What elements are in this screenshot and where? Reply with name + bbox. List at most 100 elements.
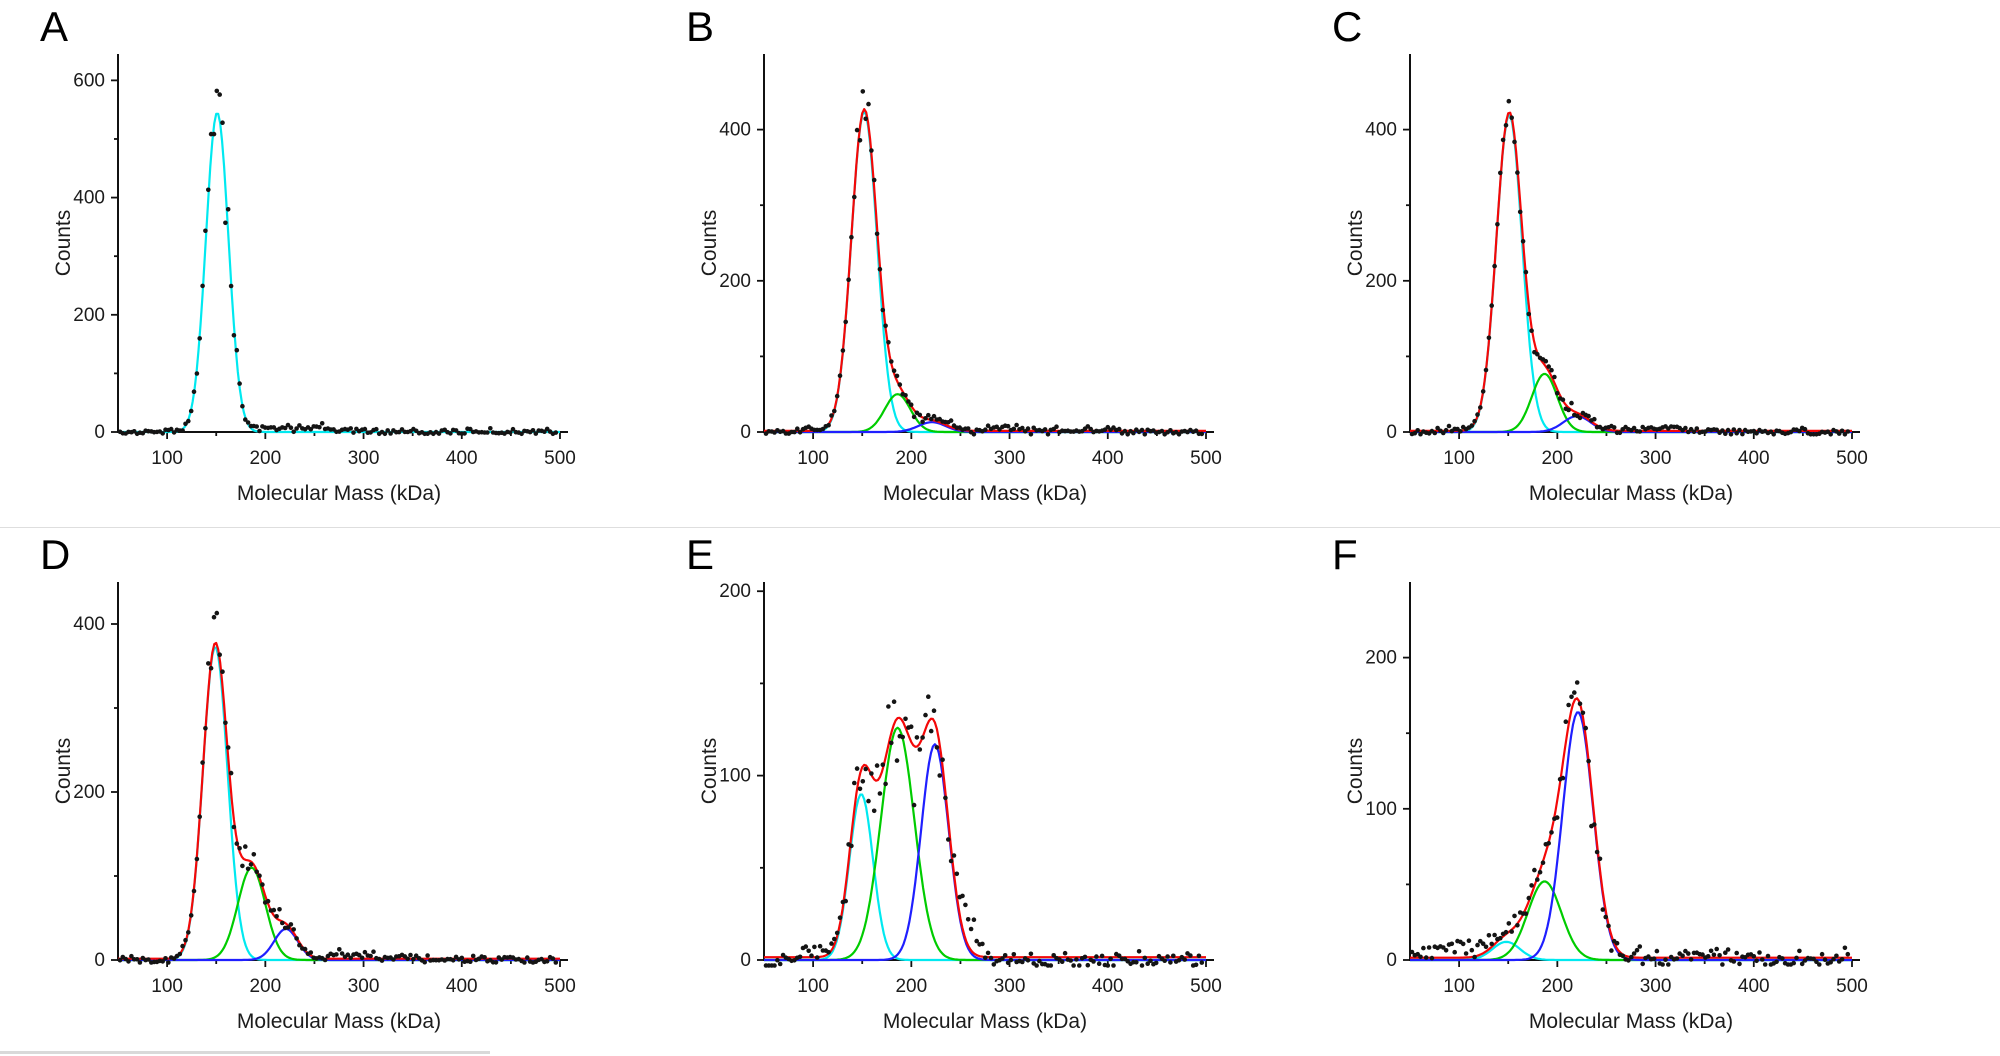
data-point [1666,962,1671,967]
data-point [180,943,185,949]
data-point [277,907,282,912]
data-point [1569,694,1574,700]
x-tick-label: 400 [1092,448,1124,469]
data-point [450,958,456,963]
data-point [860,779,866,784]
data-point [217,92,222,97]
data-point [308,950,314,955]
data-point [937,773,942,778]
data-point [1714,427,1719,433]
data-point [519,431,524,437]
y-axis-title: Counts [1344,738,1367,805]
data-point [1592,822,1597,827]
data-point [1711,952,1717,958]
data-point [1620,953,1625,959]
data-point [285,925,291,930]
data-point [1492,932,1497,938]
data-point [983,955,988,961]
data-point [240,863,245,869]
data-point [208,665,214,671]
data-point [1475,942,1480,948]
data-point [1506,98,1512,104]
data-point [954,871,960,877]
data-point [1834,953,1839,959]
fit-curve-species-3-fit [1410,711,1852,962]
row-divider-line [0,527,2000,528]
data-point [362,426,368,432]
y-tick-label: 0 [94,422,105,443]
data-point [1814,959,1819,965]
data-point [1500,137,1506,143]
data-point [1153,960,1159,966]
data-point [826,422,831,428]
data-point [834,930,840,936]
y-tick-label: 0 [740,422,751,443]
data-point [1554,815,1560,820]
data-point [1614,940,1620,946]
data-point [1142,432,1148,437]
data-point [1757,950,1762,955]
data-point [1068,958,1073,963]
data-point [857,138,863,143]
data-point [1760,957,1765,962]
x-tick-label: 400 [446,448,478,469]
data-point [265,898,271,904]
data-point [1535,351,1540,357]
data-point [1791,960,1796,966]
data-point [1700,952,1705,957]
y-tick-label: 600 [73,70,105,91]
data-point [1586,413,1591,419]
data-point [1193,428,1199,434]
data-point [1626,958,1631,963]
data-point [1517,209,1523,215]
data-point [468,959,473,964]
data-point [291,927,297,932]
data-point [1136,949,1142,954]
data-point [257,428,262,434]
data-point [257,873,262,878]
data-point [317,424,322,430]
data-point [197,814,202,819]
data-point [1617,430,1623,436]
data-point [960,893,965,899]
data-point [854,766,860,771]
data-point [1526,895,1532,901]
data-point [1577,415,1583,421]
data-point [231,824,237,830]
data-point [160,431,165,436]
x-tick-label: 100 [1443,448,1475,469]
x-tick-label: 200 [249,976,281,997]
data-point [840,348,846,353]
fit-curve-species-1-fit [764,793,1206,962]
data-point [1572,690,1577,695]
data-point [1077,963,1082,968]
data-point [863,766,868,772]
data-point [1728,432,1734,437]
data-point [1492,263,1497,269]
data-point [1520,239,1526,244]
data-point [965,426,971,431]
data-point [1771,432,1776,437]
x-tick-label: 100 [151,448,183,469]
data-point [348,426,354,431]
data-point [817,943,823,949]
axis-spine [117,582,568,961]
data-point [1546,364,1551,369]
x-tick-label: 400 [1738,448,1770,469]
data-point [923,416,928,421]
x-axis-title: Molecular Mass (kDa) [883,482,1087,505]
data-point [1099,953,1105,959]
data-point [337,947,342,952]
data-point [1842,432,1848,437]
data-point [197,336,202,341]
data-point [911,802,917,808]
y-tick-label: 200 [73,782,105,803]
scatter-points [117,610,559,965]
scatter-points [1409,98,1851,437]
data-point [968,926,974,932]
data-point [1008,957,1014,963]
data-point [1412,430,1418,436]
data-point [129,953,134,959]
data-point [837,915,843,920]
data-point [1780,956,1785,961]
